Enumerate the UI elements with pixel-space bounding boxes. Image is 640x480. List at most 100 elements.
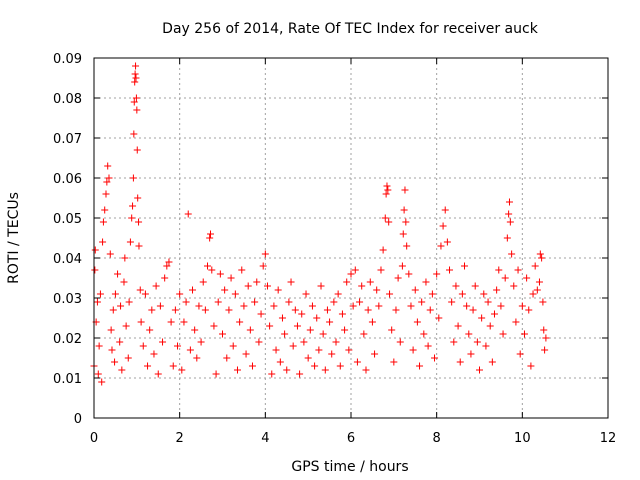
data-point bbox=[178, 366, 186, 374]
data-point bbox=[107, 326, 115, 334]
data-point bbox=[499, 330, 507, 338]
data-point bbox=[212, 370, 220, 378]
data-point bbox=[437, 242, 445, 250]
data-point bbox=[130, 98, 138, 106]
data-point bbox=[136, 286, 144, 294]
y-tick-label: 0.08 bbox=[53, 92, 82, 107]
data-point bbox=[216, 270, 224, 278]
data-point bbox=[424, 342, 432, 350]
data-point bbox=[201, 306, 209, 314]
data-point bbox=[533, 286, 541, 294]
data-point bbox=[385, 218, 393, 226]
data-point bbox=[403, 242, 411, 250]
data-point bbox=[240, 302, 248, 310]
data-point bbox=[229, 342, 237, 350]
data-point bbox=[465, 330, 473, 338]
data-point bbox=[293, 322, 301, 330]
data-point bbox=[306, 326, 314, 334]
data-point bbox=[91, 246, 99, 254]
data-point bbox=[251, 298, 259, 306]
data-point bbox=[338, 310, 346, 318]
data-point bbox=[540, 326, 548, 334]
data-point bbox=[274, 286, 282, 294]
data-point bbox=[398, 262, 406, 270]
data-point bbox=[304, 354, 312, 362]
data-point bbox=[520, 330, 528, 338]
data-point bbox=[302, 290, 310, 298]
data-point bbox=[478, 314, 486, 322]
data-point bbox=[486, 322, 494, 330]
data-point bbox=[448, 298, 456, 306]
data-point bbox=[114, 270, 122, 278]
data-point bbox=[120, 278, 128, 286]
data-point bbox=[390, 358, 398, 366]
data-point bbox=[480, 290, 488, 298]
data-point bbox=[291, 306, 299, 314]
data-point bbox=[176, 290, 184, 298]
x-axis-label: GPS time / hours bbox=[291, 459, 408, 475]
data-point bbox=[538, 254, 546, 262]
data-point bbox=[411, 286, 419, 294]
data-point bbox=[221, 286, 229, 294]
data-point bbox=[227, 274, 235, 282]
data-point bbox=[161, 274, 169, 282]
data-point bbox=[308, 302, 316, 310]
data-point bbox=[311, 362, 319, 370]
data-point bbox=[133, 106, 141, 114]
data-point bbox=[103, 178, 111, 186]
data-point bbox=[296, 370, 304, 378]
data-point bbox=[94, 370, 102, 378]
tick-labels: 0 2 4 6 8 10 12 0 0.01 0.02 0.03 0.04 0.05 0.06 0.07 0.… bbox=[53, 52, 616, 446]
data-point bbox=[150, 350, 158, 358]
data-point bbox=[426, 306, 434, 314]
data-point bbox=[167, 318, 175, 326]
data-point bbox=[386, 290, 394, 298]
y-tick-label: 0.03 bbox=[53, 292, 82, 307]
data-point bbox=[405, 270, 413, 278]
data-point bbox=[407, 302, 415, 310]
data-point bbox=[141, 290, 149, 298]
data-point bbox=[358, 282, 366, 290]
data-point bbox=[456, 358, 464, 366]
data-point bbox=[484, 298, 492, 306]
data-point bbox=[413, 318, 421, 326]
data-point bbox=[197, 338, 205, 346]
data-point bbox=[95, 342, 103, 350]
data-point bbox=[270, 302, 278, 310]
y-tick-label: 0.04 bbox=[53, 252, 82, 267]
data-point bbox=[132, 74, 140, 82]
data-point bbox=[467, 350, 475, 358]
data-point bbox=[285, 298, 293, 306]
data-point bbox=[527, 362, 535, 370]
data-point bbox=[373, 286, 381, 294]
data-point bbox=[236, 318, 244, 326]
data-point bbox=[503, 234, 511, 242]
data-point bbox=[101, 206, 109, 214]
data-point bbox=[418, 298, 426, 306]
data-point bbox=[493, 286, 501, 294]
data-point bbox=[117, 302, 125, 310]
data-point bbox=[118, 366, 126, 374]
data-point bbox=[121, 254, 129, 262]
data-point bbox=[193, 354, 201, 362]
data-point bbox=[93, 298, 101, 306]
data-point bbox=[132, 62, 140, 70]
data-point bbox=[131, 78, 139, 86]
data-point bbox=[182, 298, 190, 306]
data-point bbox=[204, 262, 212, 270]
data-point bbox=[159, 338, 167, 346]
data-point bbox=[195, 302, 203, 310]
data-point bbox=[137, 318, 145, 326]
data-point bbox=[233, 366, 241, 374]
data-point bbox=[315, 346, 323, 354]
data-point bbox=[542, 334, 550, 342]
data-point bbox=[116, 338, 124, 346]
data-point bbox=[111, 358, 119, 366]
data-point bbox=[400, 206, 408, 214]
data-point bbox=[401, 186, 409, 194]
data-point bbox=[490, 310, 498, 318]
data-point bbox=[317, 282, 325, 290]
data-point bbox=[91, 266, 99, 274]
data-point bbox=[163, 262, 171, 270]
